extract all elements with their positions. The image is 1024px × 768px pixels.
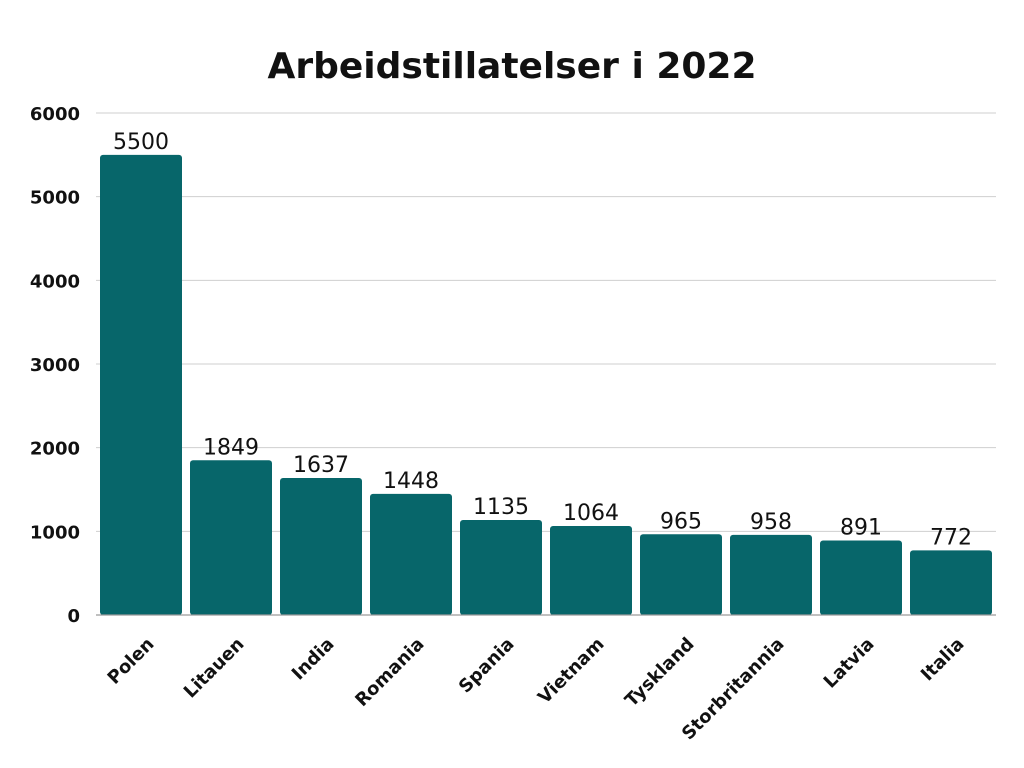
data-label: 958 [750, 510, 792, 535]
y-tick-label: 0 [67, 606, 80, 627]
x-tick-label: Litauen [180, 634, 249, 703]
bar-romania [370, 493, 452, 615]
x-axis-ticks: Polen Litauen India Romania Spania Vietnam Tys… [104, 634, 969, 745]
data-label: 1135 [473, 495, 529, 520]
x-tick-label: Spania [455, 634, 519, 698]
data-label: 1064 [563, 501, 619, 526]
data-label: 1849 [203, 435, 259, 460]
bar-storbritannia [730, 534, 812, 615]
bars [100, 154, 992, 616]
bar-polen [100, 154, 182, 616]
x-tick-label: India [288, 634, 339, 685]
x-tick-label: Italia [917, 634, 969, 686]
y-tick-label: 4000 [30, 271, 80, 292]
bar-tyskland [640, 534, 722, 615]
data-labels: 5500 1849 1637 1448 1135 1064 965 958 891 772 [113, 130, 972, 551]
y-tick-label: 2000 [30, 439, 80, 460]
gridlines [96, 112, 996, 532]
y-tick-label: 6000 [30, 104, 80, 125]
data-label: 772 [930, 525, 972, 550]
x-tick-label: Romania [351, 634, 428, 711]
bar-litauen [190, 460, 272, 615]
bar-italia [910, 550, 992, 615]
y-tick-label: 1000 [30, 522, 80, 543]
chart-title: Arbeidstillatelser i 2022 [267, 46, 756, 87]
bar-vietnam [550, 525, 632, 615]
data-label: 1637 [293, 453, 349, 478]
bar-india [280, 478, 362, 615]
data-label: 965 [660, 509, 702, 534]
x-tick-label: Latvia [820, 634, 879, 693]
x-tick-label: Polen [104, 634, 159, 689]
data-label: 1448 [383, 469, 439, 494]
y-axis-ticks: 0 1000 2000 3000 4000 5000 6000 [30, 104, 80, 627]
bar-spania [460, 520, 542, 615]
y-tick-label: 5000 [30, 188, 80, 209]
y-tick-label: 3000 [30, 355, 80, 376]
data-label: 5500 [113, 130, 169, 155]
data-label: 891 [840, 515, 882, 540]
bar-latvia [820, 540, 902, 615]
x-tick-label: Tyskland [621, 634, 698, 711]
x-tick-label: Vietnam [534, 634, 608, 708]
